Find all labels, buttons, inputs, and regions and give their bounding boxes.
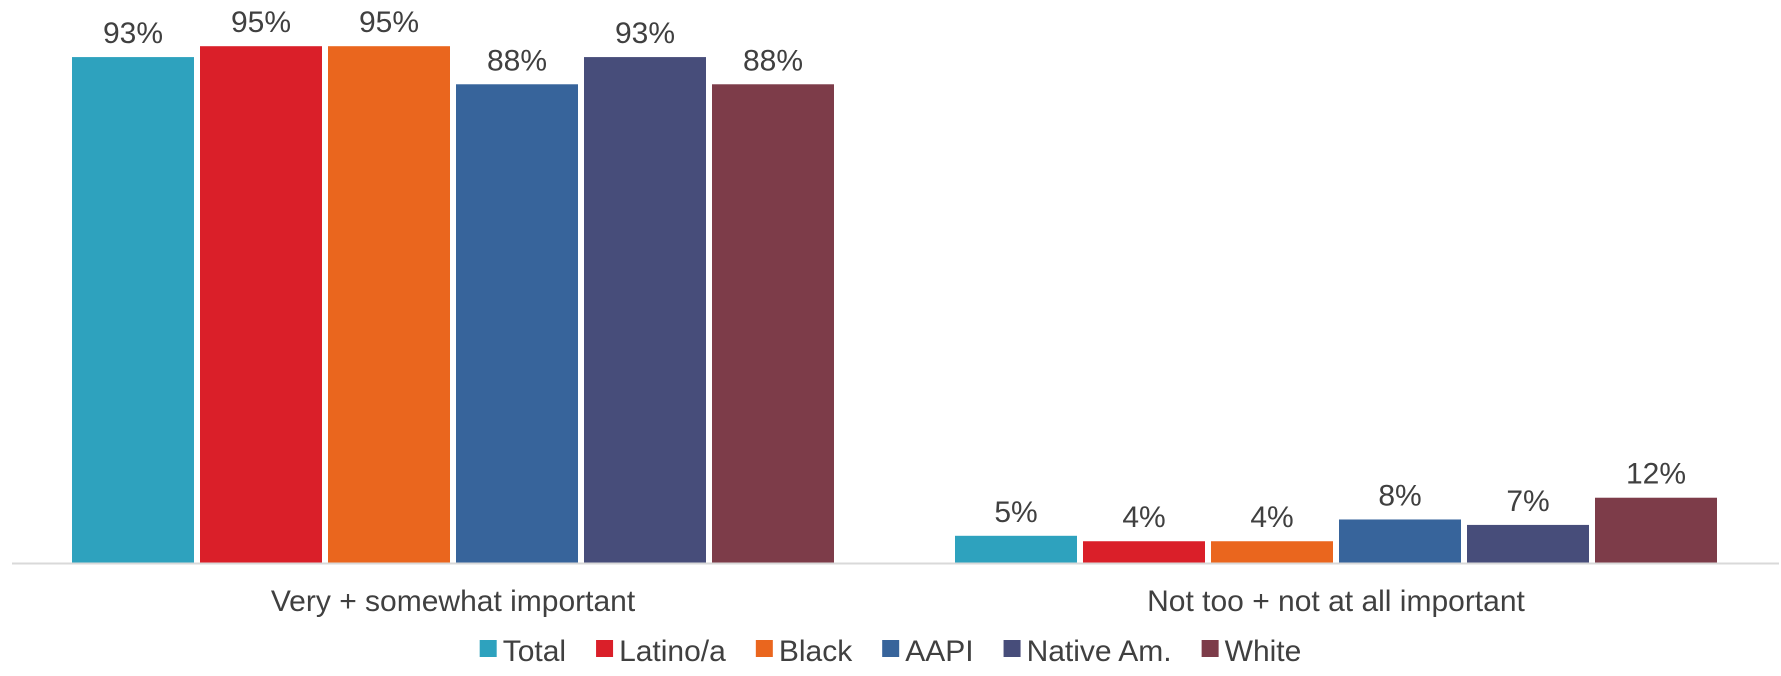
bar-latino-a-0 — [200, 46, 322, 563]
category-labels-group: Very + somewhat important Not too + not a… — [271, 585, 1526, 618]
value-label: 95% — [231, 6, 291, 39]
value-label: 93% — [615, 17, 675, 50]
value-label: 88% — [487, 44, 547, 77]
legend-item-latino-a: Latino/a — [596, 635, 726, 668]
value-label: 5% — [994, 496, 1037, 529]
bar-native-am-1 — [1467, 524, 1589, 563]
legend-label: Total — [503, 635, 566, 668]
legend-item-aapi: AAPI — [882, 635, 974, 668]
value-label: 8% — [1378, 479, 1421, 512]
bar-white-0 — [712, 84, 834, 563]
bar-aapi-0 — [456, 84, 578, 563]
value-label: 93% — [103, 17, 163, 50]
legend-item-black: Black — [755, 635, 853, 668]
legend-label: Latino/a — [619, 635, 726, 668]
bar-total-1 — [955, 535, 1077, 563]
value-label: 88% — [743, 44, 803, 77]
value-label: 7% — [1506, 485, 1549, 518]
legend-label: White — [1225, 635, 1302, 668]
value-label: 12% — [1626, 458, 1686, 491]
legend-swatch — [1003, 640, 1021, 657]
bar-aapi-1 — [1339, 519, 1461, 563]
legend-item-total: Total — [479, 635, 566, 668]
legend-item-white: White — [1201, 635, 1302, 668]
legend-swatch — [479, 640, 497, 657]
value-labels-group: 93% 95% 95% 88% 93% 88% 5% 4% 4% 8% 7% 12% — [103, 6, 1686, 534]
bars-group — [72, 46, 1717, 564]
legend: Total Latino/a Black AAPI Native Am. White — [479, 635, 1302, 668]
category-label: Not too + not at all important — [1147, 585, 1525, 618]
legend-item-native-am: Native Am. — [1003, 635, 1172, 668]
value-label: 4% — [1122, 501, 1165, 534]
value-label: 95% — [359, 6, 419, 39]
legend-label: AAPI — [905, 635, 973, 668]
bar-total-0 — [72, 57, 194, 564]
bar-native-am-0 — [584, 57, 706, 564]
legend-swatch — [882, 640, 900, 657]
legend-swatch — [1201, 640, 1219, 657]
legend-label: Black — [779, 635, 853, 668]
legend-swatch — [596, 640, 614, 657]
legend-label: Native Am. — [1027, 635, 1172, 668]
category-label: Very + somewhat important — [271, 585, 636, 618]
bar-latino-a-1 — [1083, 541, 1205, 563]
bar-white-1 — [1595, 497, 1717, 563]
bar-black-1 — [1211, 541, 1333, 563]
legend-swatch — [755, 640, 773, 657]
value-label: 4% — [1250, 501, 1293, 534]
bar-black-0 — [328, 46, 450, 563]
